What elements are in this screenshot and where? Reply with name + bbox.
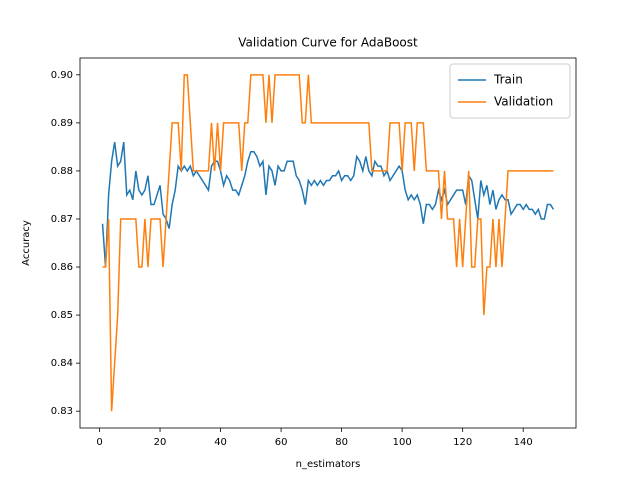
y-tick-label: 0.89 <box>51 118 73 129</box>
x-tick-label: 60 <box>275 437 288 448</box>
legend-box <box>449 63 571 119</box>
x-tick-label: 20 <box>154 437 167 448</box>
y-tick-label: 0.87 <box>51 214 73 225</box>
series-line <box>102 74 554 412</box>
plot-frame <box>79 57 577 429</box>
y-tick-label: 0.86 <box>51 262 73 273</box>
y-tick-label: 0.85 <box>51 310 73 321</box>
x-tick-label: 120 <box>453 437 472 448</box>
x-tick-label: 0 <box>96 437 102 448</box>
y-tick-label: 0.84 <box>51 358 73 369</box>
series-line <box>101 141 555 268</box>
x-tick-label: 80 <box>335 437 348 448</box>
legend-label: Validation <box>494 95 553 109</box>
x-tick-label: 100 <box>393 437 412 448</box>
legend-label: Train <box>493 73 523 87</box>
chart-title: Validation Curve for AdaBoost <box>238 36 418 50</box>
y-tick-label: 0.88 <box>51 166 73 177</box>
y-tick-label: 0.90 <box>51 70 73 81</box>
y-tick-label: 0.83 <box>51 406 73 417</box>
y-axis-label: Accuracy <box>21 220 32 266</box>
x-tick-label: 40 <box>214 437 227 448</box>
x-tick-label: 140 <box>514 437 533 448</box>
x-axis-label: n_estimators <box>296 459 361 470</box>
